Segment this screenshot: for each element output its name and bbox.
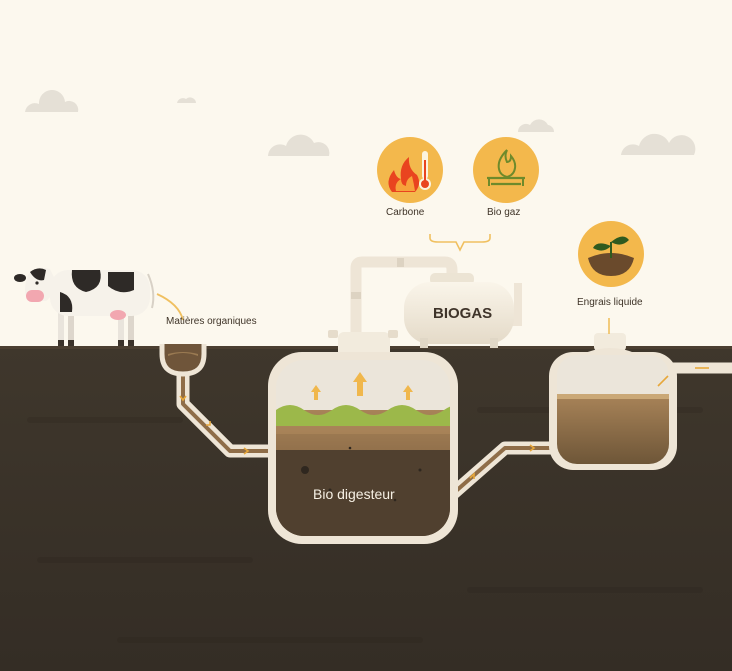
organic-matter-label: Matières organiques xyxy=(166,316,257,327)
digester-label: Bio digesteur xyxy=(313,486,395,502)
plant-sprout-icon xyxy=(578,221,644,287)
bio-digester xyxy=(268,330,458,544)
liquid-fertilizer-label: Engrais liquide xyxy=(577,297,643,308)
organic-matter-pointer xyxy=(156,293,184,321)
carbon-label: Carbone xyxy=(386,207,425,218)
fire-thermometer-icon xyxy=(377,137,443,203)
fertilizer-tank xyxy=(549,318,732,470)
gas-flame-icon xyxy=(473,137,539,203)
cloud-group xyxy=(25,89,696,156)
cow-illustration xyxy=(14,267,155,346)
gas-tank-label: BIOGAS xyxy=(433,305,493,322)
label-brace xyxy=(429,234,491,252)
biogas-fuel-label: Bio gaz xyxy=(487,207,521,218)
inlet-funnel xyxy=(159,344,207,377)
biogas-tank xyxy=(404,273,514,348)
